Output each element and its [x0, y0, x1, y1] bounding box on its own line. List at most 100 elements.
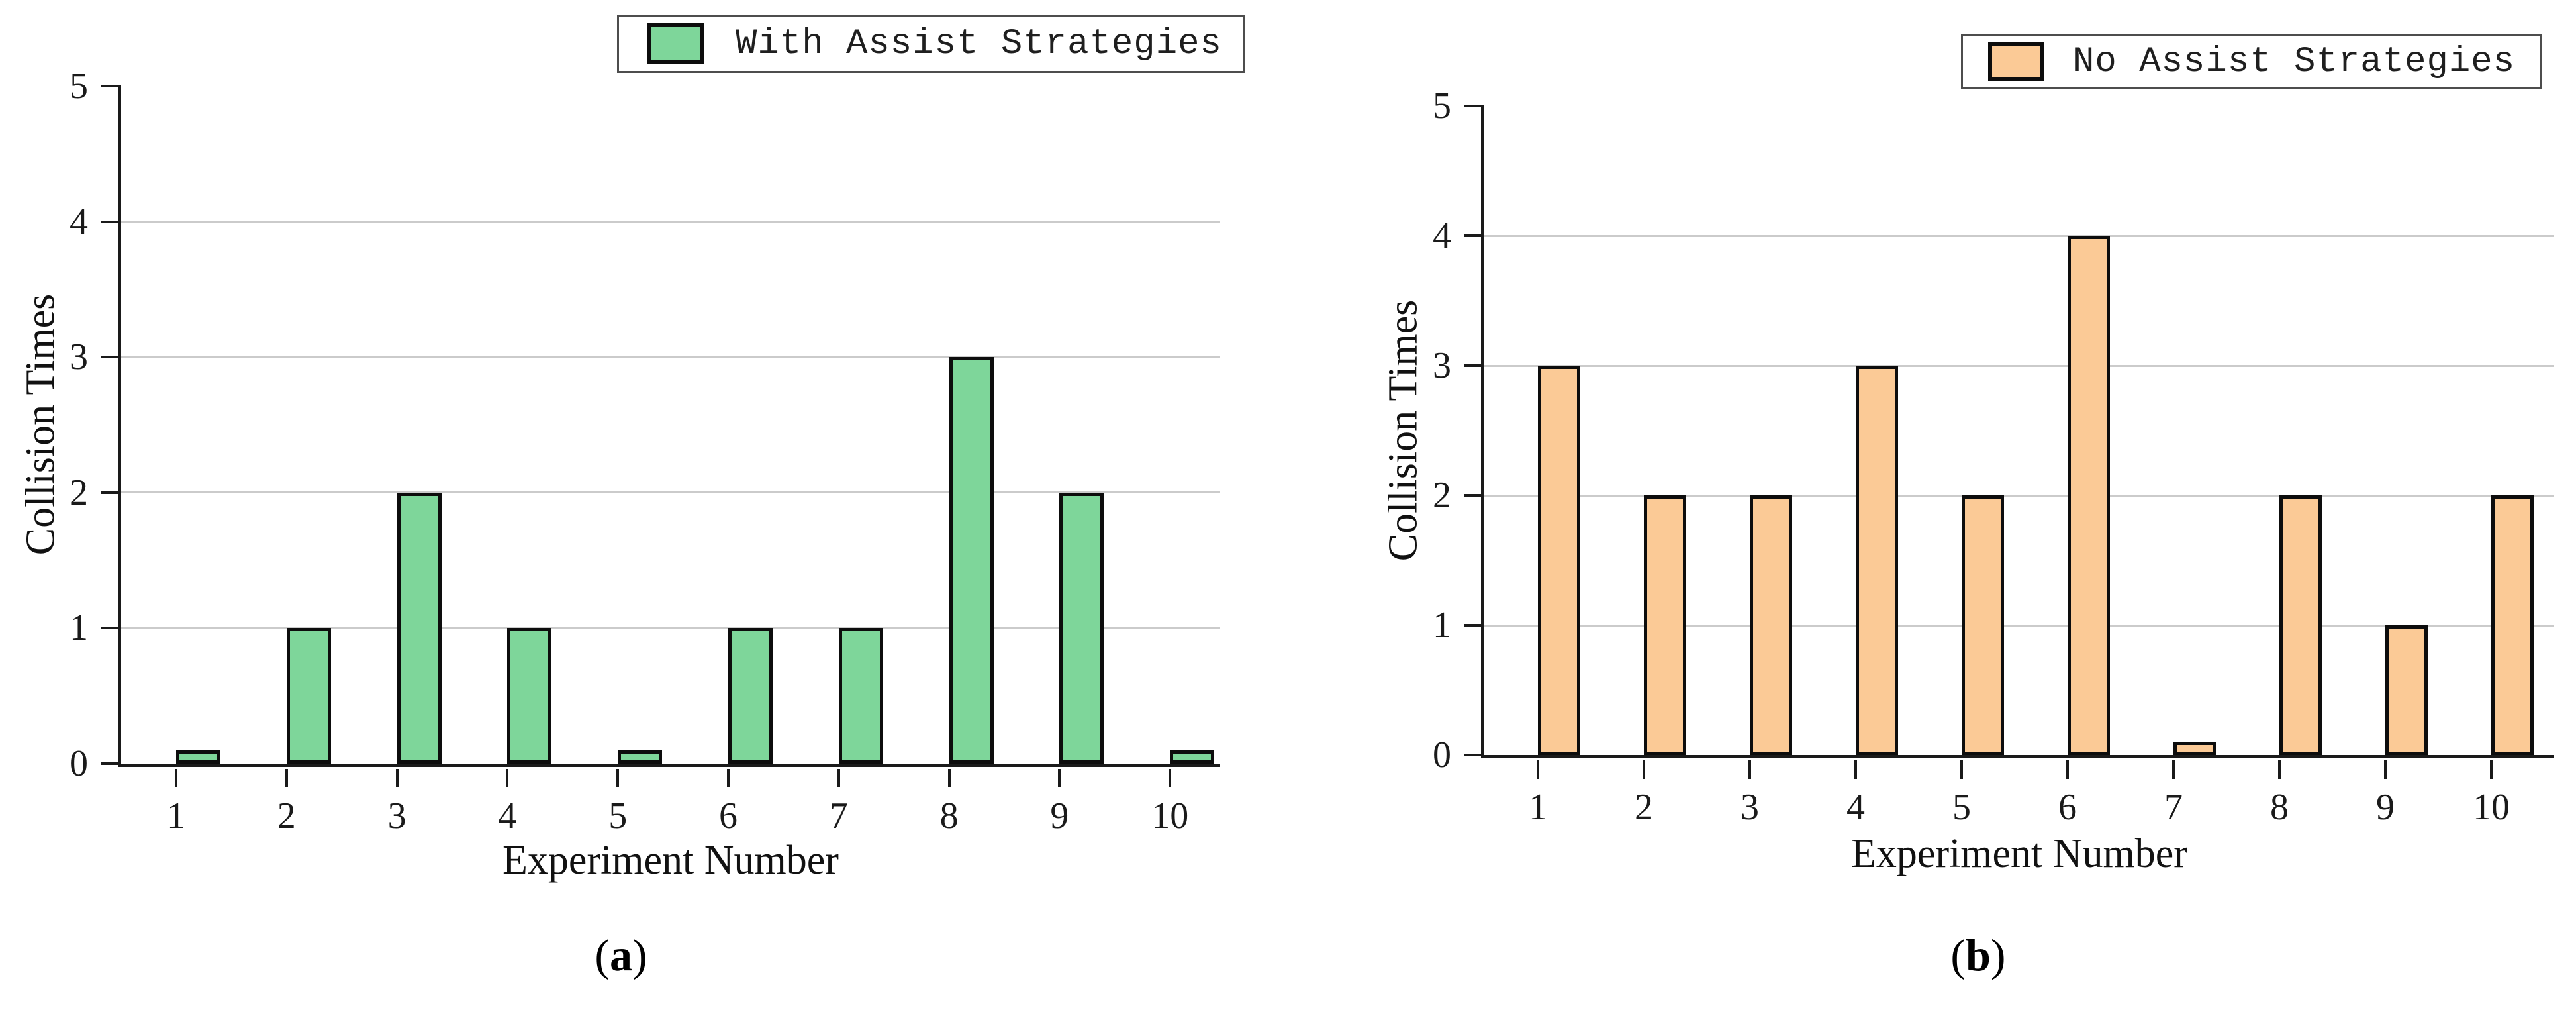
x-tick-label: 9: [2376, 787, 2395, 828]
y-tick-label: 5: [1433, 85, 1451, 127]
x-axis-label: Experiment Number: [502, 838, 839, 883]
y-tick-label: 2: [70, 472, 88, 513]
x-tick: [1169, 769, 1172, 787]
y-tick: [101, 491, 118, 494]
x-tick-label: 7: [2164, 787, 2183, 828]
x-tick-label: 5: [1952, 787, 1971, 828]
bar: [2491, 495, 2534, 755]
y-tick: [101, 627, 118, 630]
x-tick-label: 6: [2058, 787, 2077, 828]
x-tick-label: 3: [387, 795, 406, 837]
x-tick: [947, 769, 951, 787]
x-tick-label: 4: [498, 795, 517, 837]
legend-label: No Assist Strategies: [2073, 41, 2516, 82]
gridline: [121, 491, 1220, 494]
bar: [507, 628, 552, 764]
x-tick-label: 9: [1050, 795, 1069, 837]
x-tick: [2384, 760, 2387, 779]
bar: [286, 628, 331, 764]
y-tick: [1464, 234, 1481, 237]
x-tick: [1748, 760, 1751, 779]
legend-box: No Assist Strategies: [1961, 34, 2542, 89]
gridline: [1484, 364, 2554, 367]
plot-area-b: 0 1 2 3 4 5 1 2 3 4 5 6 7 8 9 10: [1433, 85, 2554, 828]
bar: [1856, 366, 1898, 755]
legend-swatch: [647, 23, 704, 64]
bar: [176, 750, 220, 764]
x-tick: [2066, 760, 2069, 779]
x-tick: [175, 769, 177, 787]
y-tick-label: 2: [1433, 475, 1451, 516]
bar: [2068, 236, 2110, 755]
y-tick-label: 4: [1433, 215, 1451, 256]
y-tick: [101, 220, 118, 223]
x-tick: [2278, 760, 2281, 779]
x-tick-label: 10: [2473, 787, 2510, 828]
x-tick-label: 8: [2270, 787, 2289, 828]
bar: [1644, 495, 1686, 755]
panel-a-caption: (a): [595, 930, 647, 980]
bar: [618, 750, 663, 764]
x-tick-label: 4: [1846, 787, 1865, 828]
x-tick: [395, 769, 399, 787]
gridline: [1484, 494, 2554, 497]
y-tick-label: 3: [70, 336, 88, 378]
x-tick: [1058, 769, 1061, 787]
x-tick-label: 1: [167, 795, 185, 837]
bar: [1750, 495, 1792, 755]
plot-area-a: 0 1 2 3 4 5 1 2 3 4 5 6 7 8 9 10: [70, 66, 1220, 837]
y-tick-label: 4: [70, 201, 88, 242]
bar: [728, 628, 773, 764]
bar: [397, 492, 442, 764]
x-tick: [1537, 760, 1539, 779]
y-axis-spine: [1481, 105, 1484, 758]
bar: [1962, 495, 2004, 755]
x-tick-label: 10: [1151, 795, 1189, 837]
legend-swatch: [1988, 42, 2044, 81]
x-axis-spine: [1481, 755, 2554, 758]
y-tick-label: 1: [70, 607, 88, 649]
y-tick-label: 5: [70, 66, 88, 107]
x-tick: [616, 769, 620, 787]
x-tick-label: 8: [939, 795, 959, 837]
y-tick: [1464, 624, 1481, 627]
x-tick: [285, 769, 288, 787]
bar: [2279, 495, 2322, 755]
x-tick-label: 2: [277, 795, 296, 837]
y-tick: [101, 356, 118, 359]
y-axis-label: Collision Times: [18, 293, 64, 556]
y-tick: [1464, 754, 1481, 756]
x-tick-label: 1: [1529, 787, 1547, 828]
x-tick-label: 2: [1635, 787, 1653, 828]
y-tick: [1464, 364, 1481, 367]
y-axis-label: Collision Times: [1380, 299, 1426, 562]
bar: [2385, 625, 2428, 755]
x-tick: [837, 769, 840, 787]
x-tick-label: 3: [1741, 787, 1759, 828]
x-tick-label: 6: [719, 795, 738, 837]
y-tick-label: 0: [70, 743, 88, 784]
y-axis-spine: [118, 85, 121, 767]
x-tick-label: 7: [829, 795, 848, 837]
y-tick: [1464, 494, 1481, 497]
x-tick: [1960, 760, 1963, 779]
x-tick: [1854, 760, 1857, 779]
x-tick: [506, 769, 509, 787]
bar: [838, 628, 883, 764]
y-tick: [101, 762, 118, 765]
legend-label: With Assist Strategies: [736, 23, 1222, 64]
legend-box: With Assist Strategies: [617, 15, 1245, 73]
gridline: [121, 627, 1220, 629]
x-axis-label: Experiment Number: [1851, 831, 2187, 876]
y-tick-label: 0: [1433, 735, 1451, 776]
y-tick-label: 3: [1433, 345, 1451, 386]
bar: [1170, 750, 1215, 764]
gridline: [121, 221, 1220, 223]
y-tick: [1464, 105, 1481, 107]
panel-b-caption: (b): [1950, 930, 2006, 980]
x-tick: [727, 769, 730, 787]
y-tick: [101, 85, 118, 87]
x-tick: [1643, 760, 1645, 779]
bar: [2173, 742, 2216, 755]
